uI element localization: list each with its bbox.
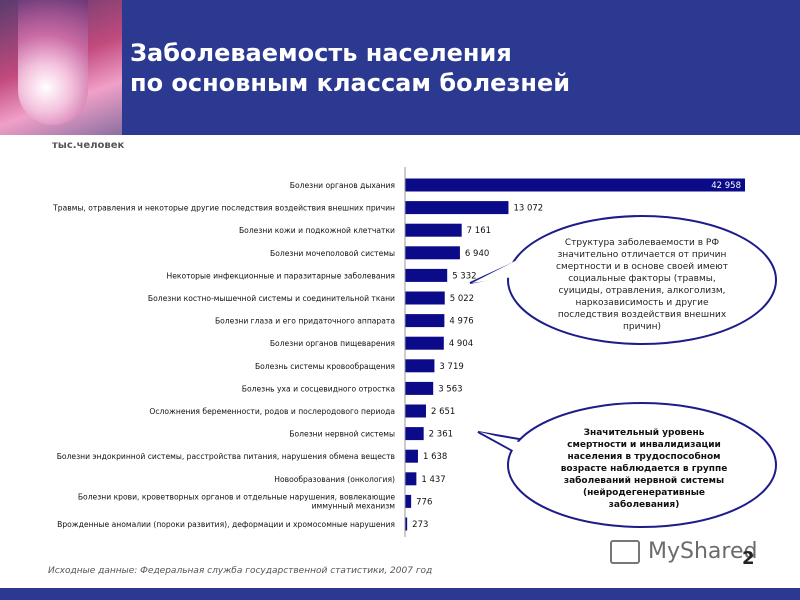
category-label-9: Болезнь уха и сосцевидного отростка (242, 384, 395, 393)
bar-value-label-7: 4 904 (449, 339, 473, 349)
title-line-2: по основным классам болезней (130, 69, 571, 97)
myshared-logo: MyShared (610, 538, 760, 568)
bar-11 (405, 427, 424, 441)
category-label-11: Болезни нервной системы (289, 430, 395, 439)
callout-text-2: Значительный уровень смертности и инвали… (560, 428, 728, 510)
category-label-13: Новообразования (онкология) (274, 475, 395, 484)
bar-value-label-13: 1 437 (421, 475, 445, 485)
category-label-2: Болезни кожи и подкожной клетчатки (239, 226, 395, 235)
logo-text: MyShared (648, 539, 758, 564)
bar-value-label-3: 6 940 (465, 249, 489, 259)
bar-8 (405, 359, 435, 373)
callout-bubble-1: Структура заболеваемости в РФ значительн… (469, 215, 777, 345)
bar-13 (405, 472, 417, 486)
bar-value-label-14: 776 (416, 497, 432, 507)
bar-1 (405, 201, 509, 215)
source-note: Исходные данные: Федеральная служба госу… (48, 566, 433, 576)
bar-value-label-12: 1 638 (423, 452, 447, 462)
bar-14 (405, 494, 412, 508)
page-title: Заболеваемость населения по основным кла… (130, 38, 570, 98)
disease-bar-chart: 42 958 Болезни органов дыхания 13 072 Травм… (52, 167, 777, 537)
category-label-12: Болезни эндокринной системы, расстройств… (57, 452, 396, 461)
bars-group: 42 958 Болезни органов дыхания 13 072 Травм… (52, 178, 745, 531)
category-label-6: Болезни глаза и его придаточного аппарат… (215, 317, 395, 326)
bar-value-label-11: 2 361 (429, 430, 453, 440)
page-number: 2 (742, 548, 755, 569)
callout-bubble-2: Значительный уровень смертности и инвали… (477, 402, 777, 528)
category-label-10: Осложнения беременности, родов и послеро… (149, 407, 395, 416)
category-label-4: Некоторые инфекционные и паразитарные за… (167, 271, 396, 280)
flask-glass-shape (18, 0, 88, 125)
category-label-15: Врожденные аномалии (пороки развития), д… (57, 520, 395, 529)
bar-0 (405, 178, 745, 192)
category-label-5: Болезни костно-мышечной системы и соедин… (148, 294, 395, 303)
bar-6 (405, 314, 445, 328)
bar-value-label-6: 4 976 (449, 317, 473, 327)
category-label-7: Болезни органов пищеварения (270, 339, 395, 348)
bar-15 (405, 517, 408, 531)
bar-7 (405, 336, 444, 350)
logo-icon (610, 540, 640, 564)
callout-text-1: Структура заболеваемости в РФ значительн… (556, 238, 728, 332)
category-label-1: Травмы, отравления и некоторые другие по… (52, 204, 395, 213)
bar-3 (405, 246, 460, 260)
bar-value-label-1: 13 072 (513, 204, 543, 214)
bar-value-label-15: 273 (412, 520, 428, 530)
bar-value-label-0: 42 958 (711, 181, 741, 191)
bar-value-label-9: 3 563 (438, 384, 462, 394)
category-label-8: Болезнь системы кровообращения (255, 362, 395, 371)
bar-5 (405, 291, 445, 305)
bar-value-label-10: 2 651 (431, 407, 455, 417)
category-label-3: Болезни мочеполовой системы (270, 249, 395, 258)
bar-4 (405, 268, 448, 282)
bar-value-label-4: 5 332 (452, 271, 476, 281)
bar-value-label-5: 5 022 (450, 294, 474, 304)
bar-2 (405, 223, 462, 237)
footer-band (0, 588, 800, 600)
bar-12 (405, 449, 418, 463)
bar-10 (405, 404, 426, 418)
bar-value-label-8: 3 719 (439, 362, 463, 372)
flask-image (0, 0, 122, 135)
title-line-1: Заболеваемость населения (130, 39, 512, 67)
header-banner: Заболеваемость населения по основным кла… (0, 0, 800, 135)
category-label-14: Болезни крови, кроветворных органов и от… (78, 492, 395, 510)
units-label: тыс.человек (52, 140, 125, 151)
bar-value-label-2: 7 161 (467, 226, 491, 236)
category-label-0: Болезни органов дыхания (290, 181, 395, 190)
bar-9 (405, 381, 434, 395)
